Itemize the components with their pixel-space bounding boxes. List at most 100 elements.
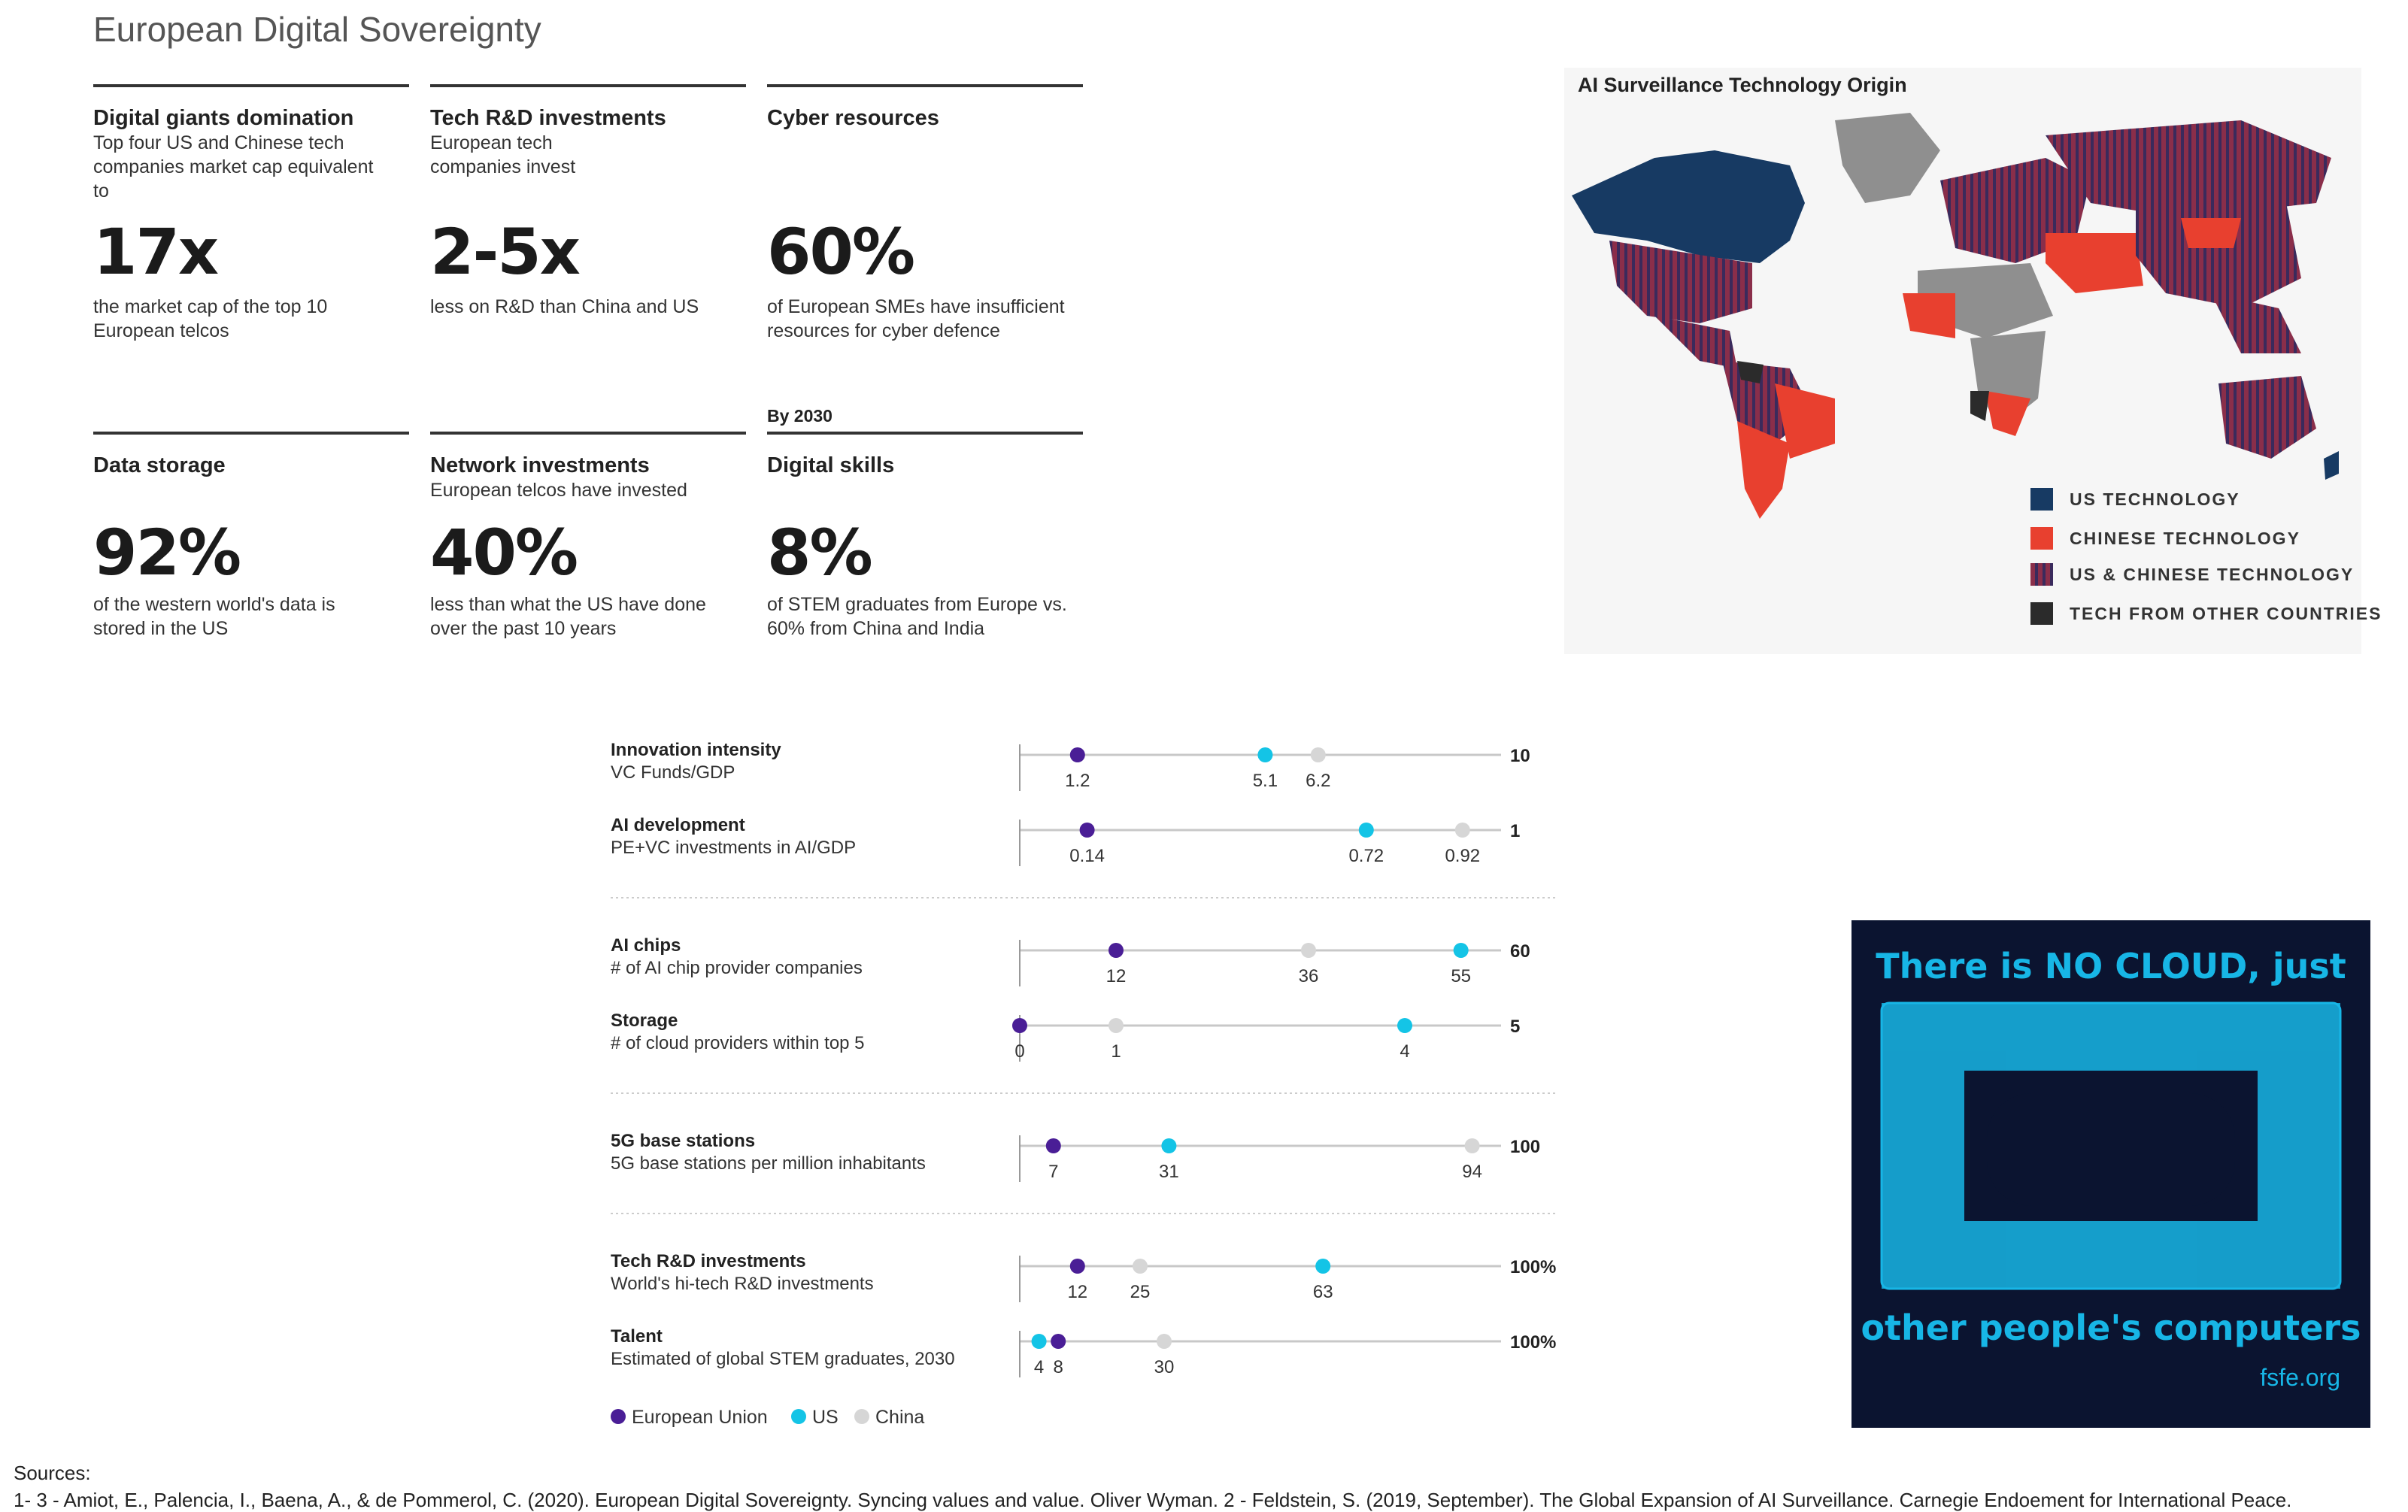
row-title: Innovation intensity [611, 740, 781, 760]
row-max-label: 100 [1510, 1137, 1540, 1157]
kpi-card-digital-skills: Digital skills 8% of STEM graduates from… [767, 432, 1083, 660]
legend-item-chinese: CHINESE TECHNOLOGY [2030, 526, 2300, 550]
legend-dot [611, 1409, 626, 1424]
sources-heading: Sources: [14, 1462, 91, 1484]
legend-label: TECH FROM OTHER COUNTRIES [2070, 603, 2382, 623]
data-label: 12 [1106, 966, 1127, 986]
kpi-title: Network investments [430, 453, 650, 477]
page-title: European Digital Sovereignty [93, 10, 541, 49]
data-label: 0.14 [1069, 846, 1105, 866]
data-point [1045, 1138, 1061, 1153]
kpi-description: less than what the US have done over the… [430, 594, 706, 639]
kpi-pretitle: By 2030 [767, 406, 832, 426]
data-point [1031, 1334, 1047, 1349]
world-map [1572, 113, 2339, 519]
region-namibia [1970, 391, 1989, 421]
data-point [1108, 1018, 1124, 1033]
row-subtitle: World's hi-tech R&D investments [611, 1274, 874, 1294]
row-subtitle: 5G base stations per million inhabitants [611, 1153, 926, 1174]
sources-text: 1- 3 - Amiot, E., Palencia, I., Baena, A… [14, 1489, 2292, 1511]
region-new-zealand [2324, 451, 2339, 480]
data-point [1069, 747, 1085, 762]
legend-item-us-chinese: US & CHINESE TECHNOLOGY [2030, 562, 2354, 586]
region-central-america [1654, 316, 1737, 368]
kpi-subtitle: Top four US and Chinese tech companies m… [93, 132, 374, 201]
data-label: 30 [1154, 1357, 1175, 1377]
kpi-value: 92% [93, 516, 241, 589]
region-southern-africa [1985, 391, 2030, 436]
data-point [1315, 1259, 1331, 1274]
legend-swatch [2030, 563, 2053, 586]
data-label: 4 [1400, 1041, 1409, 1062]
row-max-label: 10 [1510, 746, 1530, 766]
legend-label: US [812, 1407, 839, 1428]
legend-swatch [2030, 488, 2053, 511]
row-max-label: 1 [1510, 821, 1520, 841]
data-label: 5.1 [1253, 771, 1278, 791]
data-point [1257, 747, 1273, 762]
legend-item-other: TECH FROM OTHER COUNTRIES [2030, 601, 2382, 626]
data-label: 7 [1048, 1162, 1058, 1182]
kpi-description: less on R&D than China and US [430, 296, 699, 317]
data-point [1397, 1018, 1412, 1033]
kpi-description: of the western world's data is stored in… [93, 594, 335, 639]
legend-label: US & CHINESE TECHNOLOGY [2070, 564, 2355, 584]
poster-headline: There is NO CLOUD, just [1876, 946, 2346, 986]
data-point [1108, 943, 1124, 958]
poster-tagline: other people's computers [1861, 1307, 2361, 1348]
row-title: AI chips [611, 935, 681, 956]
row-subtitle: PE+VC investments in AI/GDP [611, 838, 857, 858]
kpi-value: 60% [767, 215, 915, 289]
map-panel [1564, 68, 2361, 654]
region-southeast-asia [2211, 293, 2301, 353]
no-cloud-poster: There is NO CLOUD, just other people's c… [1851, 920, 2370, 1428]
kpi-card-data-storage: Data storage 92% of the western world's … [93, 432, 409, 660]
row-max-label: 5 [1510, 1017, 1520, 1037]
legend-item-us: US TECHNOLOGY [2030, 487, 2240, 511]
legend-swatch [2030, 527, 2053, 550]
region-australia [2218, 376, 2316, 459]
data-label: 25 [1130, 1282, 1151, 1302]
kpi-title: Tech R&D investments [430, 106, 666, 130]
row-title: AI development [611, 815, 745, 835]
kpi-subtitle: European tech companies invest [430, 132, 576, 177]
data-point [1133, 1259, 1148, 1274]
row-title: Talent [611, 1326, 663, 1347]
data-point [1454, 823, 1470, 838]
data-label: 0.92 [1445, 846, 1480, 866]
data-label: 1 [1111, 1041, 1121, 1062]
kpi-value: 40% [430, 516, 578, 589]
row-title: 5G base stations [611, 1131, 756, 1151]
region-usa [1609, 241, 1752, 323]
data-label: 0.72 [1348, 846, 1384, 866]
data-label: 1.2 [1065, 771, 1090, 791]
data-point [1051, 1334, 1066, 1349]
data-label: 31 [1159, 1162, 1179, 1182]
data-point [1079, 823, 1095, 838]
kpi-description: the market cap of the top 10 European te… [93, 296, 328, 341]
data-label: 4 [1034, 1357, 1044, 1377]
poster-brand: fsfe.org [2260, 1364, 2340, 1391]
kpi-title: Digital skills [767, 453, 895, 477]
kpi-title: Cyber resources [767, 106, 939, 130]
kpi-value: 2-5x [430, 215, 581, 289]
kpi-value: 17x [93, 215, 219, 289]
region-russia [2046, 120, 2331, 218]
region-middle-east [2046, 233, 2143, 293]
server-rack-cloud-icon [1880, 1001, 2342, 1290]
data-point [1301, 943, 1316, 958]
row-subtitle: VC Funds/GDP [611, 762, 735, 783]
region-south-america-south [1737, 421, 1790, 519]
row-max-label: 60 [1510, 941, 1530, 962]
data-label: 12 [1067, 1282, 1087, 1302]
row-max-label: 100% [1510, 1332, 1556, 1353]
data-point [1358, 823, 1374, 838]
region-africa-west [1903, 293, 1955, 338]
region-north-america [1572, 150, 1805, 263]
legend-dot [854, 1409, 869, 1424]
kpi-value: 8% [767, 516, 873, 589]
row-subtitle: # of cloud providers within top 5 [611, 1033, 865, 1053]
legend-swatch [2030, 602, 2053, 625]
data-label: 8 [1054, 1357, 1063, 1377]
row-subtitle: # of AI chip provider companies [611, 958, 863, 978]
